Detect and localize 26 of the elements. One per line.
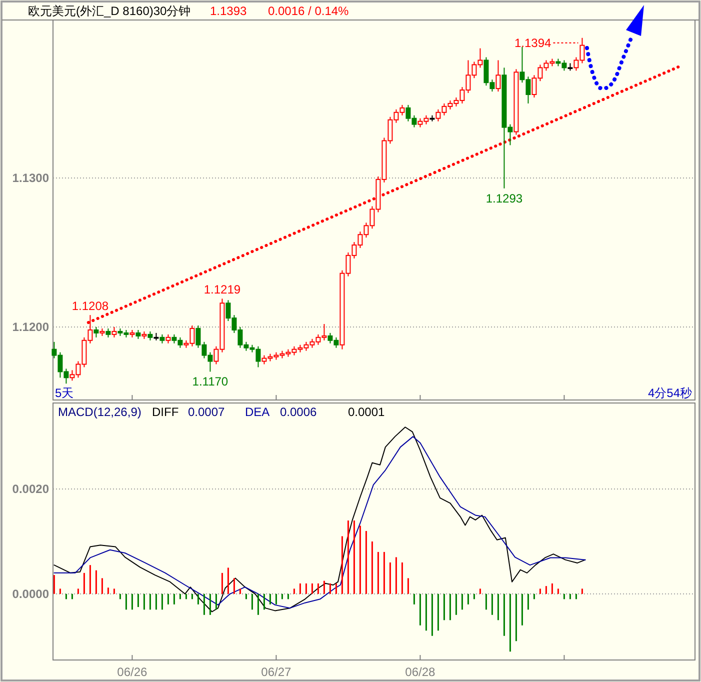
candlestick — [94, 326, 99, 338]
x-tick-label: 06/28 — [405, 665, 436, 679]
x-tick-label: 06/27 — [261, 665, 292, 679]
text: 1.1393 — [210, 4, 248, 18]
candlestick — [496, 60, 501, 92]
annotation: 1.1293 — [486, 191, 523, 206]
text: DIFF — [152, 405, 179, 419]
annotation: 4分54秒 — [648, 386, 692, 400]
annotation: 1.1170 — [192, 374, 228, 389]
annotation: 0.0006 — [280, 405, 318, 419]
y-tick-label: 0.0020 — [12, 482, 50, 496]
x-tick-label: 06/26 — [117, 665, 148, 679]
annotation: 0.0001 — [348, 405, 386, 419]
y-tick-label: 1.1200 — [12, 320, 50, 334]
text: DEA — [245, 405, 270, 419]
text: 0.0016 / 0.14% — [268, 4, 350, 18]
annotation: 1.1208 — [72, 299, 109, 314]
chart-title: 欧元美元(外汇_D 8160)30分钟 — [28, 4, 191, 18]
annotation: 5天 — [55, 386, 74, 400]
y-tick-label: 1.1300 — [12, 170, 50, 185]
annotation: 0.0007 — [188, 405, 226, 419]
y-tick-label: 0.0000 — [12, 586, 50, 601]
annotation: 1.1394 — [514, 36, 552, 50]
annotation: 1.1219 — [204, 282, 241, 297]
chart-title: MACD(12,26,9) — [58, 405, 142, 419]
candlestick — [112, 326, 117, 338]
